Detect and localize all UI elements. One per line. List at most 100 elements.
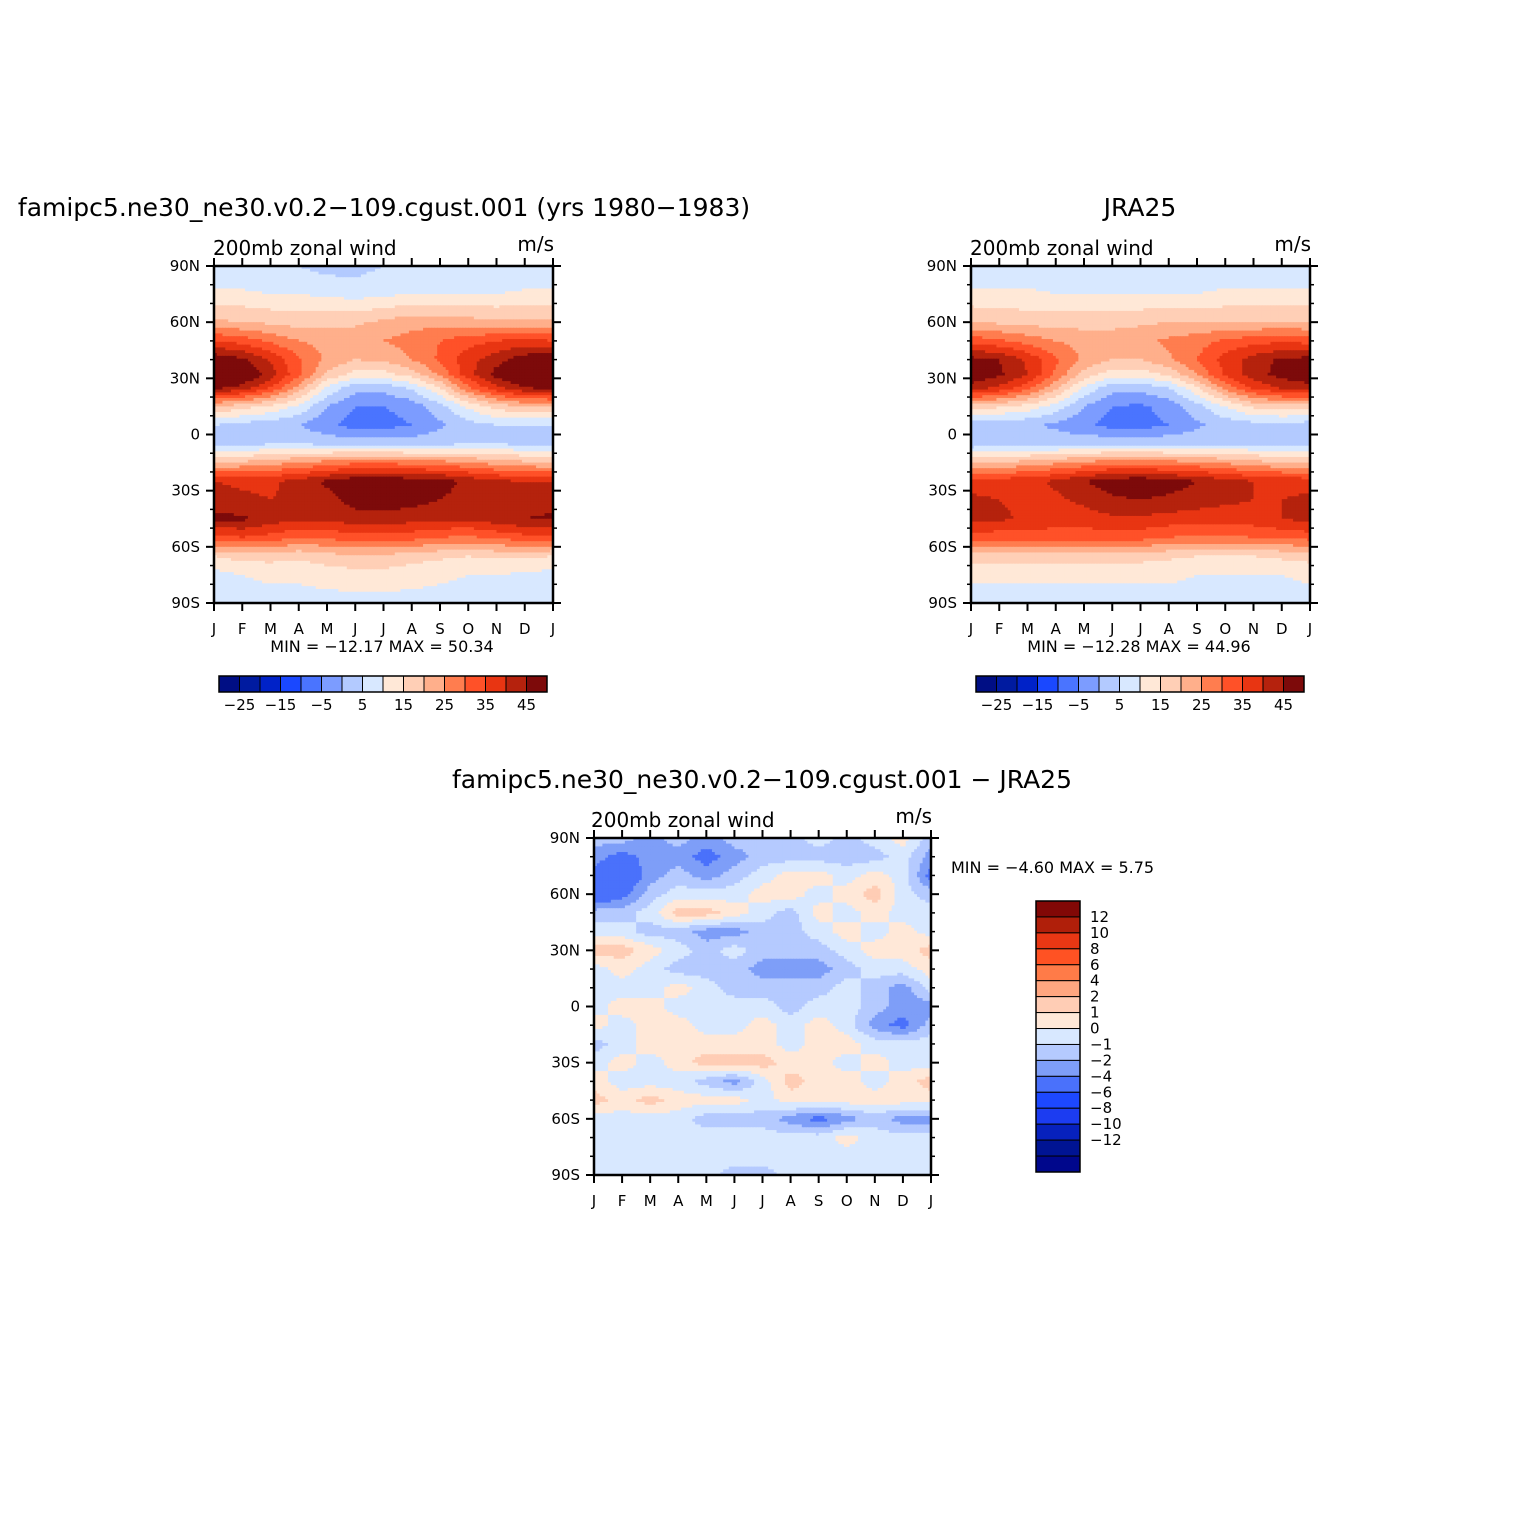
contour-cell <box>462 268 467 273</box>
contour-cell <box>440 299 444 304</box>
contour-cell <box>448 280 452 284</box>
contour-cell <box>527 296 532 301</box>
contour-cell <box>225 299 229 304</box>
contour-cell <box>516 282 520 287</box>
contour-cell <box>488 294 492 298</box>
contour-cell <box>386 274 390 278</box>
contour-cell <box>417 277 421 281</box>
contour-cell <box>276 305 280 309</box>
contour-cell <box>332 277 337 281</box>
contour-cell <box>335 308 339 312</box>
contour-cell <box>482 285 486 290</box>
contour-cell <box>310 282 314 287</box>
contour-cell <box>355 277 359 281</box>
contour-cell <box>389 302 393 306</box>
contour-cell <box>341 291 345 295</box>
contour-cell <box>301 285 305 290</box>
contour-cell <box>375 305 379 309</box>
contour-cell <box>273 308 277 312</box>
contour-cell <box>471 291 475 295</box>
contour-cell <box>278 271 283 276</box>
contour-cell <box>284 271 289 276</box>
contour-cell <box>471 285 475 290</box>
contour-cell <box>524 288 529 292</box>
contour-cell <box>360 308 365 312</box>
contour-cell <box>228 277 232 281</box>
contour-cell <box>437 294 441 298</box>
contour-cell <box>490 305 495 309</box>
contour-cell <box>245 294 249 298</box>
contour-cell <box>329 302 334 306</box>
contour-cell <box>366 285 370 290</box>
contour-cell <box>270 277 274 281</box>
contour-cell <box>454 299 458 304</box>
contour-cell <box>293 291 297 295</box>
contour-cell <box>298 268 303 273</box>
contour-cell <box>225 296 229 301</box>
contour-cell <box>380 266 385 270</box>
contour-cell <box>239 282 243 287</box>
contour-cell <box>468 294 472 298</box>
contour-cell <box>228 305 232 309</box>
contour-cell <box>216 296 221 301</box>
contour-cell <box>527 285 532 290</box>
contour-cell <box>219 266 224 270</box>
contour-cell <box>510 268 515 273</box>
contour-cell <box>222 288 226 292</box>
contour-cell <box>214 299 218 304</box>
contour-cell <box>510 299 515 304</box>
contour-cell <box>485 271 489 276</box>
contour-cell <box>507 305 512 309</box>
contour-cell <box>397 285 402 290</box>
contour-cell <box>270 268 274 273</box>
contour-cell <box>369 302 373 306</box>
contour-cell <box>375 266 379 270</box>
contour-cell <box>502 291 506 295</box>
contour-cell <box>335 296 339 301</box>
contour-cell <box>307 285 311 290</box>
contour-cell <box>437 299 441 304</box>
contour-cell <box>230 271 235 276</box>
contour-cell <box>267 285 272 290</box>
contour-cell <box>335 271 339 276</box>
contour-cell <box>245 291 249 295</box>
contour-cell <box>448 277 452 281</box>
contour-cell <box>465 288 469 292</box>
contour-cell <box>403 308 407 312</box>
contour-cell <box>236 266 241 270</box>
contour-cell <box>360 282 365 287</box>
contour-cell <box>423 291 427 295</box>
contour-cell <box>428 268 433 273</box>
contour-cell <box>360 268 365 273</box>
contour-cell <box>327 299 331 304</box>
contour-cell <box>341 271 345 276</box>
contour-cell <box>304 274 308 278</box>
contour-cell <box>524 299 529 304</box>
contour-cell <box>456 291 461 295</box>
contour-cell <box>462 291 467 295</box>
contour-cell <box>482 277 486 281</box>
contour-cell <box>247 271 252 276</box>
contour-cell <box>400 282 404 287</box>
contour-cell <box>338 299 342 304</box>
contour-cell <box>488 296 492 301</box>
contour-cell <box>230 288 235 292</box>
contour-cell <box>425 291 430 295</box>
contour-cell <box>420 294 424 298</box>
contour-cell <box>270 294 274 298</box>
contour-cell <box>442 277 447 281</box>
contour-cell <box>310 277 314 281</box>
contour-cell <box>312 294 317 298</box>
contour-cell <box>383 291 387 295</box>
contour-cell <box>273 291 277 295</box>
contour-cell <box>307 288 311 292</box>
contour-cell <box>236 268 241 273</box>
contour-cell <box>355 288 359 292</box>
contour-cell <box>485 274 489 278</box>
contour-cell <box>369 299 373 304</box>
contour-cell <box>507 274 512 278</box>
contour-cell <box>250 305 255 309</box>
contour-cell <box>408 285 413 290</box>
contour-cell <box>400 299 404 304</box>
contour-cell <box>318 302 322 306</box>
